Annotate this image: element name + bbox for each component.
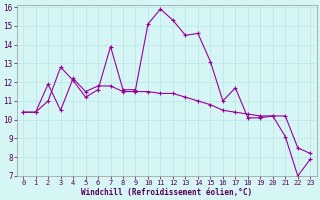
X-axis label: Windchill (Refroidissement éolien,°C): Windchill (Refroidissement éolien,°C) [81,188,252,197]
